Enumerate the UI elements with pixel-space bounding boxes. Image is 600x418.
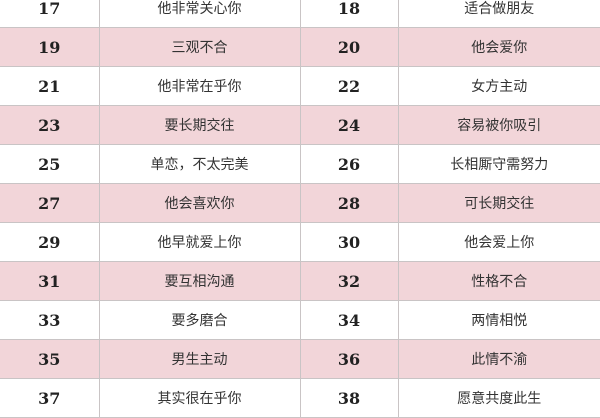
number-cell: 31 (0, 261, 100, 301)
number-cell: 20 (299, 27, 399, 67)
table-row: 21 他非常在乎你 22 女方主动 (0, 66, 600, 106)
meaning-cell: 适合做朋友 (397, 0, 600, 28)
meaning-cell: 其实很在乎你 (98, 378, 301, 418)
table-row: 23 要长期交往 24 容易被你吸引 (0, 105, 600, 145)
number-cell: 33 (0, 300, 100, 340)
table-row: 29 他早就爱上你 30 他会爱上你 (0, 222, 600, 262)
number-cell: 29 (0, 222, 100, 262)
meaning-cell: 三观不合 (98, 27, 301, 67)
number-cell: 32 (299, 261, 399, 301)
meaning-cell: 男生主动 (98, 339, 301, 379)
meaning-cell: 他会喜欢你 (98, 183, 301, 223)
meaning-cell: 性格不合 (397, 261, 600, 301)
number-cell: 19 (0, 27, 100, 67)
number-cell: 24 (299, 105, 399, 145)
meaning-cell: 愿意共度此生 (397, 378, 600, 418)
meaning-cell: 长相厮守需努力 (397, 144, 600, 184)
table-row: 31 要互相沟通 32 性格不合 (0, 261, 600, 301)
number-cell: 27 (0, 183, 100, 223)
meaning-cell: 他非常在乎你 (98, 66, 301, 106)
number-cell: 28 (299, 183, 399, 223)
number-cell: 17 (0, 0, 100, 28)
number-cell: 26 (299, 144, 399, 184)
table-row: 25 单恋，不太完美 26 长相厮守需努力 (0, 144, 600, 184)
number-cell: 38 (299, 378, 399, 418)
number-cell: 34 (299, 300, 399, 340)
meaning-cell: 他会爱上你 (397, 222, 600, 262)
number-cell: 30 (299, 222, 399, 262)
meaning-cell: 他会爱你 (397, 27, 600, 67)
meaning-cell: 两情相悦 (397, 300, 600, 340)
number-cell: 25 (0, 144, 100, 184)
meaning-cell: 可长期交往 (397, 183, 600, 223)
meaning-cell: 女方主动 (397, 66, 600, 106)
number-cell: 35 (0, 339, 100, 379)
table-row: 19 三观不合 20 他会爱你 (0, 27, 600, 67)
meaning-cell: 他非常关心你 (98, 0, 301, 28)
meaning-cell: 要长期交往 (98, 105, 301, 145)
number-cell: 37 (0, 378, 100, 418)
table-row: 33 要多磨合 34 两情相悦 (0, 300, 600, 340)
meaning-cell: 单恋，不太完美 (98, 144, 301, 184)
table-row: 37 其实很在乎你 38 愿意共度此生 (0, 378, 600, 418)
meaning-cell: 他早就爱上你 (98, 222, 301, 262)
number-cell: 18 (299, 0, 399, 28)
table-row: 17 他非常关心你 18 适合做朋友 (0, 0, 600, 28)
number-cell: 22 (299, 66, 399, 106)
number-cell: 23 (0, 105, 100, 145)
meaning-cell: 要多磨合 (98, 300, 301, 340)
meaning-cell: 此情不渝 (397, 339, 600, 379)
meaning-cell: 要互相沟通 (98, 261, 301, 301)
number-cell: 36 (299, 339, 399, 379)
table-row: 35 男生主动 36 此情不渝 (0, 339, 600, 379)
meaning-cell: 容易被你吸引 (397, 105, 600, 145)
table-row: 27 他会喜欢你 28 可长期交往 (0, 183, 600, 223)
number-cell: 21 (0, 66, 100, 106)
